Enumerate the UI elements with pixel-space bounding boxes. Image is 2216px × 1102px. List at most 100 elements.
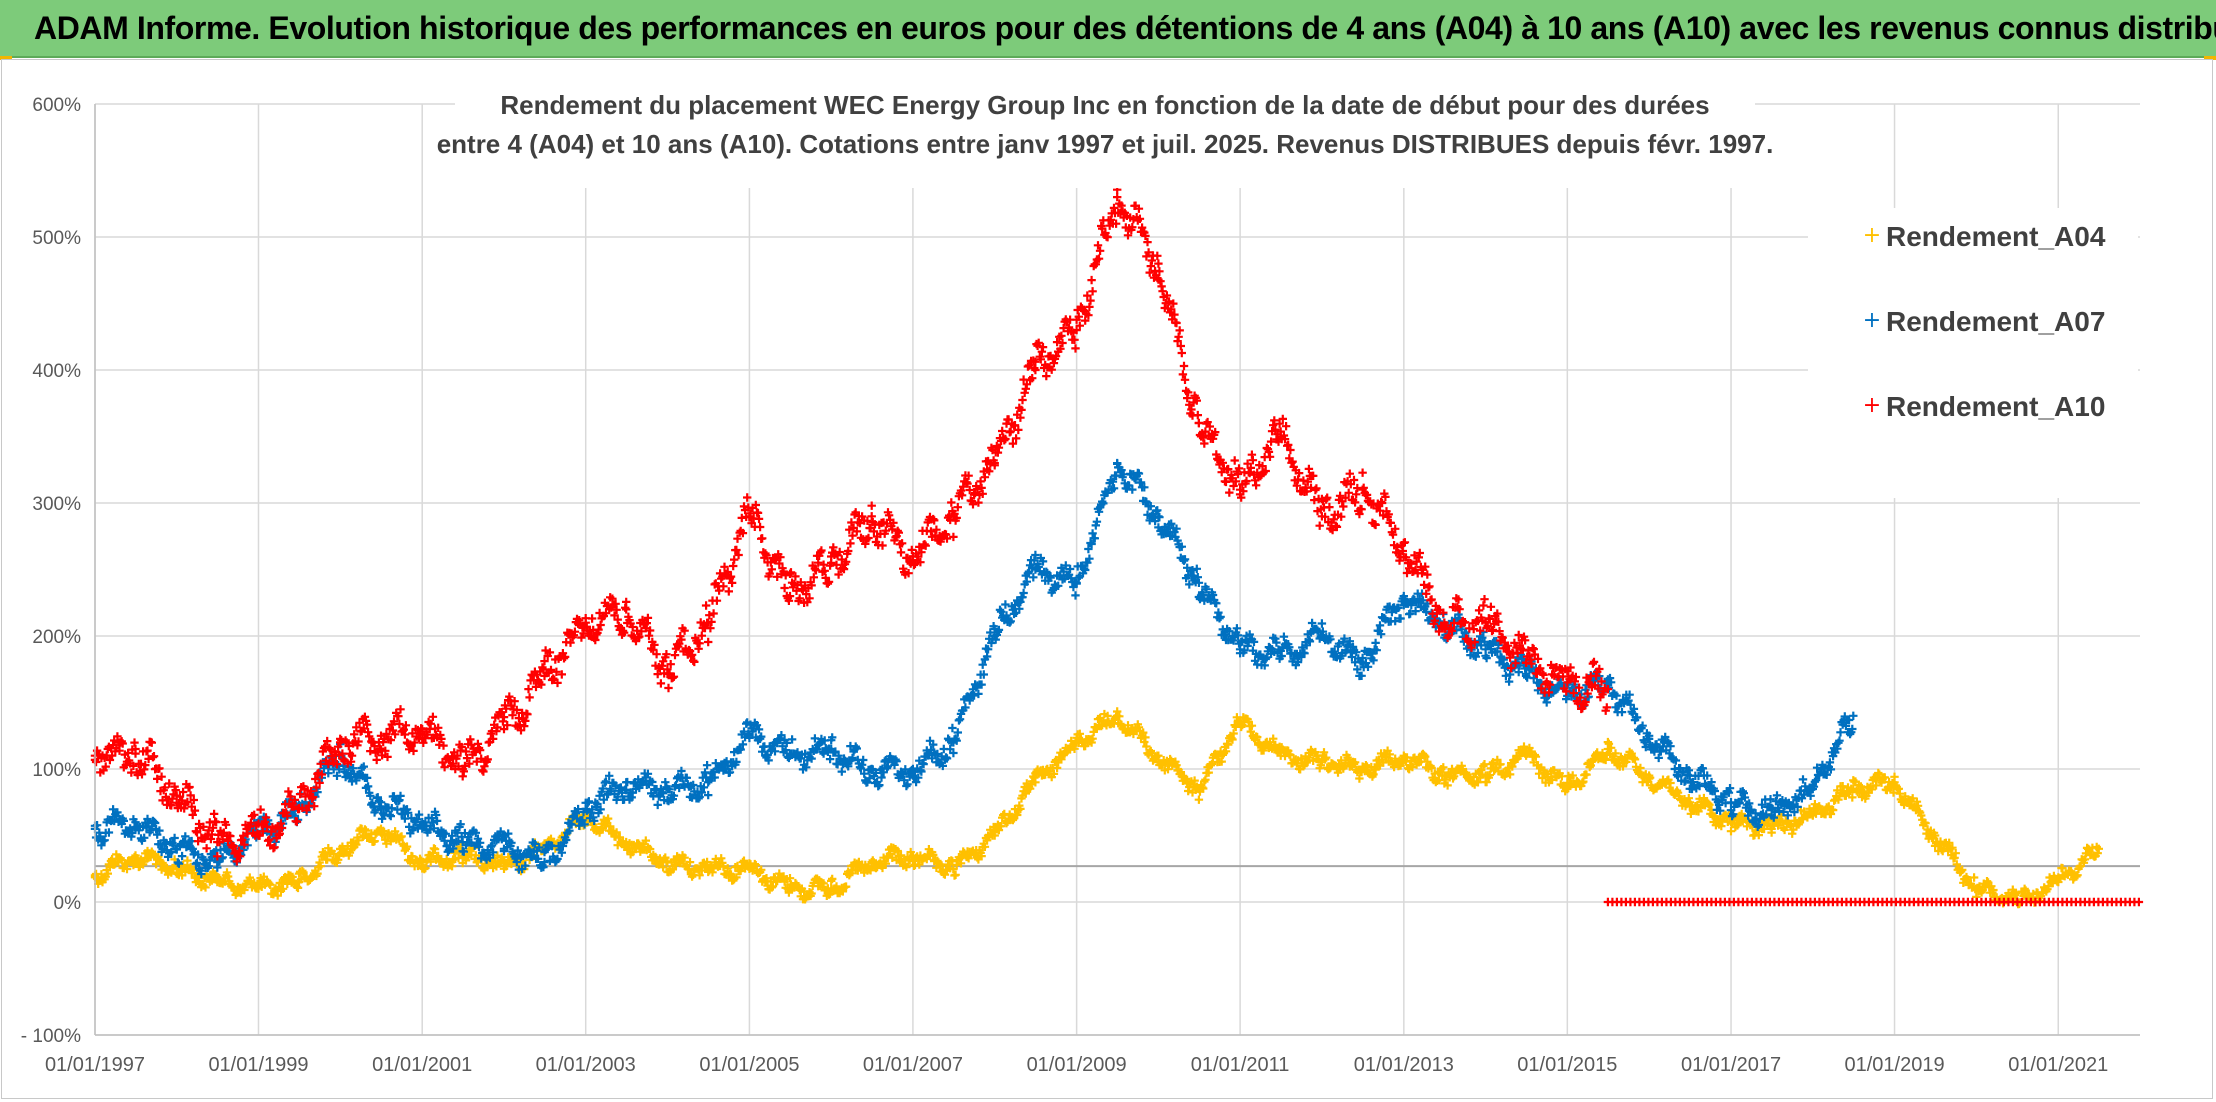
data-point (767, 883, 776, 892)
series-rendement_a07 (90, 458, 1858, 879)
corner-mark-top-right (2204, 56, 2216, 60)
data-point (622, 597, 631, 607)
data-point (671, 861, 681, 870)
page-title: ADAM Informe. Evolution historique des p… (34, 9, 2216, 46)
data-point (1849, 711, 1858, 720)
data-point (354, 836, 363, 845)
data-point (996, 822, 1006, 831)
data-point (1345, 469, 1354, 478)
data-point (948, 723, 957, 733)
data-point (980, 842, 990, 851)
data-point (1193, 410, 1202, 420)
data-point (397, 832, 406, 841)
data-point (768, 882, 778, 891)
data-point (177, 851, 187, 861)
data-point (201, 883, 210, 892)
data-point (762, 874, 771, 883)
data-point (680, 853, 689, 862)
data-point (1317, 619, 1327, 628)
data-point (1427, 595, 1436, 604)
data-point (1230, 456, 1239, 465)
data-point (1315, 521, 1324, 530)
data-point (755, 522, 765, 532)
data-point (1001, 600, 1010, 609)
data-point (709, 609, 718, 618)
data-point (622, 778, 631, 787)
data-point (974, 498, 983, 507)
data-point (1175, 326, 1184, 335)
data-point (1480, 595, 1489, 604)
data-point (1265, 452, 1275, 461)
data-point (757, 865, 766, 874)
data-point (1016, 804, 1025, 814)
data-point (266, 880, 275, 889)
data-point (1529, 644, 1538, 654)
data-point (751, 861, 760, 870)
data-point (881, 859, 890, 868)
data-point (1049, 769, 1059, 779)
data-point (702, 857, 712, 867)
data-point (780, 583, 789, 593)
data-point (732, 873, 741, 882)
data-point (819, 879, 828, 888)
data-point (1726, 827, 1736, 836)
data-point (122, 864, 132, 874)
data-point (841, 882, 851, 891)
data-point (430, 845, 440, 854)
data-point (685, 857, 695, 867)
data-point (948, 857, 957, 866)
data-point (846, 539, 855, 548)
data-point (1225, 488, 1234, 497)
data-point (1042, 371, 1051, 381)
data-point (1474, 606, 1484, 615)
data-point (704, 637, 713, 647)
data-point (664, 683, 673, 693)
data-point (915, 860, 924, 869)
data-point (1179, 361, 1189, 371)
data-point (719, 862, 728, 871)
data-point (386, 811, 395, 821)
data-point (1194, 795, 1204, 804)
header-bar: ADAM Informe. Evolution historique des p… (0, 0, 2216, 58)
data-point (737, 513, 746, 523)
data-point (183, 856, 192, 865)
data-point (612, 828, 621, 837)
chart-area: - 100%0%100%200%300%400%500%600%01/01/19… (21, 78, 2144, 1076)
data-point (361, 826, 371, 835)
data-point (202, 844, 211, 853)
data-point (525, 693, 534, 702)
data-point (273, 891, 282, 900)
data-point (1486, 602, 1496, 611)
data-point (209, 809, 219, 819)
data-point (1325, 502, 1334, 512)
data-point (724, 587, 733, 596)
data-point (256, 805, 265, 814)
data-point (366, 746, 375, 756)
data-point (1836, 728, 1845, 737)
data-point (658, 863, 668, 872)
data-point (278, 884, 288, 893)
data-point (695, 871, 704, 880)
data-point (951, 870, 960, 879)
data-point (1251, 481, 1261, 490)
data-point (656, 679, 666, 688)
data-point (719, 582, 728, 591)
corner-mark-top-left (0, 56, 12, 60)
data-point (1088, 287, 1097, 296)
data-point (587, 614, 597, 623)
data-point (828, 874, 837, 884)
data-point (603, 814, 613, 823)
data-point (493, 851, 502, 860)
data-point (730, 555, 739, 564)
data-point (888, 853, 897, 862)
data-point (653, 800, 662, 810)
data-point (697, 866, 706, 875)
data-point (977, 851, 986, 861)
data-point (1071, 344, 1080, 353)
data-point (1087, 275, 1096, 285)
data-point (702, 761, 712, 770)
data-point (936, 861, 945, 870)
data-point (524, 684, 533, 694)
data-point (316, 861, 325, 871)
data-point (329, 849, 338, 858)
